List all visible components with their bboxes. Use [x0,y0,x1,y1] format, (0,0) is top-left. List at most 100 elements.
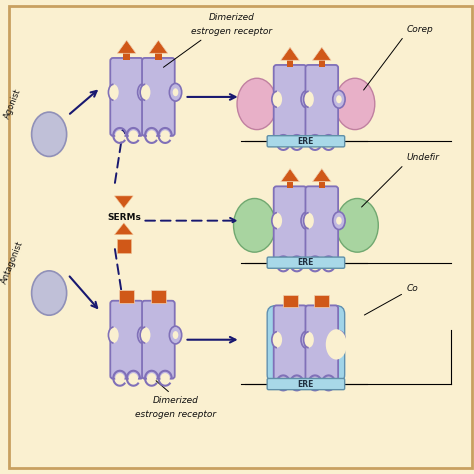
Bar [283,295,298,307]
Text: Dimerized: Dimerized [152,396,198,405]
FancyBboxPatch shape [273,65,306,143]
FancyBboxPatch shape [305,186,338,264]
Ellipse shape [333,331,345,348]
FancyBboxPatch shape [273,305,306,383]
Ellipse shape [324,137,333,147]
Polygon shape [115,196,133,208]
FancyBboxPatch shape [273,186,306,264]
Ellipse shape [234,199,275,252]
Ellipse shape [129,373,138,383]
Ellipse shape [304,336,310,344]
Text: ERE: ERE [298,258,314,267]
Ellipse shape [303,332,314,348]
Polygon shape [281,169,300,182]
Ellipse shape [109,84,118,100]
Ellipse shape [147,130,156,141]
Text: Undefir: Undefir [406,153,439,162]
Bar [319,182,325,188]
Ellipse shape [272,91,282,107]
Ellipse shape [173,331,178,339]
Ellipse shape [32,271,67,315]
Ellipse shape [137,326,150,344]
Bar [287,182,293,188]
Ellipse shape [140,327,150,343]
Ellipse shape [333,91,345,108]
FancyBboxPatch shape [267,306,345,383]
Ellipse shape [115,130,125,141]
FancyBboxPatch shape [305,65,338,143]
Ellipse shape [336,336,342,344]
FancyBboxPatch shape [142,301,175,379]
Ellipse shape [301,212,313,229]
Ellipse shape [310,259,319,269]
Ellipse shape [137,83,150,101]
Ellipse shape [304,217,310,225]
Ellipse shape [115,373,125,383]
Ellipse shape [141,331,146,339]
Ellipse shape [336,217,342,225]
Bar [151,291,166,302]
Ellipse shape [169,326,182,344]
Polygon shape [281,47,300,60]
Ellipse shape [161,373,170,383]
Bar [155,53,162,60]
FancyBboxPatch shape [267,378,345,390]
FancyBboxPatch shape [267,257,345,268]
Polygon shape [312,169,331,182]
Ellipse shape [310,137,319,147]
Ellipse shape [272,213,282,228]
Ellipse shape [303,91,314,107]
Ellipse shape [324,378,333,388]
Bar [119,291,134,302]
Ellipse shape [292,259,301,269]
Text: Antagonist: Antagonist [0,240,26,285]
Ellipse shape [326,329,347,360]
Ellipse shape [324,259,333,269]
Ellipse shape [169,83,182,101]
Ellipse shape [336,199,378,252]
Ellipse shape [279,378,288,388]
Ellipse shape [32,112,67,156]
Bar [314,295,329,307]
FancyBboxPatch shape [110,58,143,136]
Bar [123,53,130,60]
FancyBboxPatch shape [142,58,175,136]
Text: Agonist: Agonist [3,88,23,120]
Ellipse shape [303,213,314,228]
Ellipse shape [129,130,138,141]
Polygon shape [117,40,136,53]
Ellipse shape [335,78,375,129]
Bar [319,60,325,67]
FancyBboxPatch shape [110,301,143,379]
Ellipse shape [310,378,319,388]
Ellipse shape [279,137,288,147]
Ellipse shape [161,130,170,141]
Text: SERMs: SERMs [107,213,141,222]
Polygon shape [312,47,331,60]
Ellipse shape [141,88,146,96]
Ellipse shape [140,84,150,100]
Text: ERE: ERE [298,137,314,146]
Ellipse shape [301,331,313,348]
Polygon shape [115,223,133,235]
Ellipse shape [301,91,313,108]
Polygon shape [149,40,168,53]
Ellipse shape [336,95,342,103]
Ellipse shape [173,88,178,96]
Text: Corep: Corep [406,25,433,34]
FancyBboxPatch shape [267,136,345,147]
Ellipse shape [279,259,288,269]
Ellipse shape [333,212,345,229]
Text: Dimerized: Dimerized [208,13,254,22]
Bar [287,60,293,67]
Text: estrogen receptor: estrogen receptor [135,410,216,419]
Ellipse shape [147,373,156,383]
Text: estrogen receptor: estrogen receptor [191,27,272,36]
Ellipse shape [304,95,310,103]
Ellipse shape [292,137,301,147]
Ellipse shape [272,332,282,348]
Ellipse shape [109,327,118,343]
FancyBboxPatch shape [305,305,338,383]
Ellipse shape [292,378,301,388]
Text: Co: Co [406,284,418,293]
